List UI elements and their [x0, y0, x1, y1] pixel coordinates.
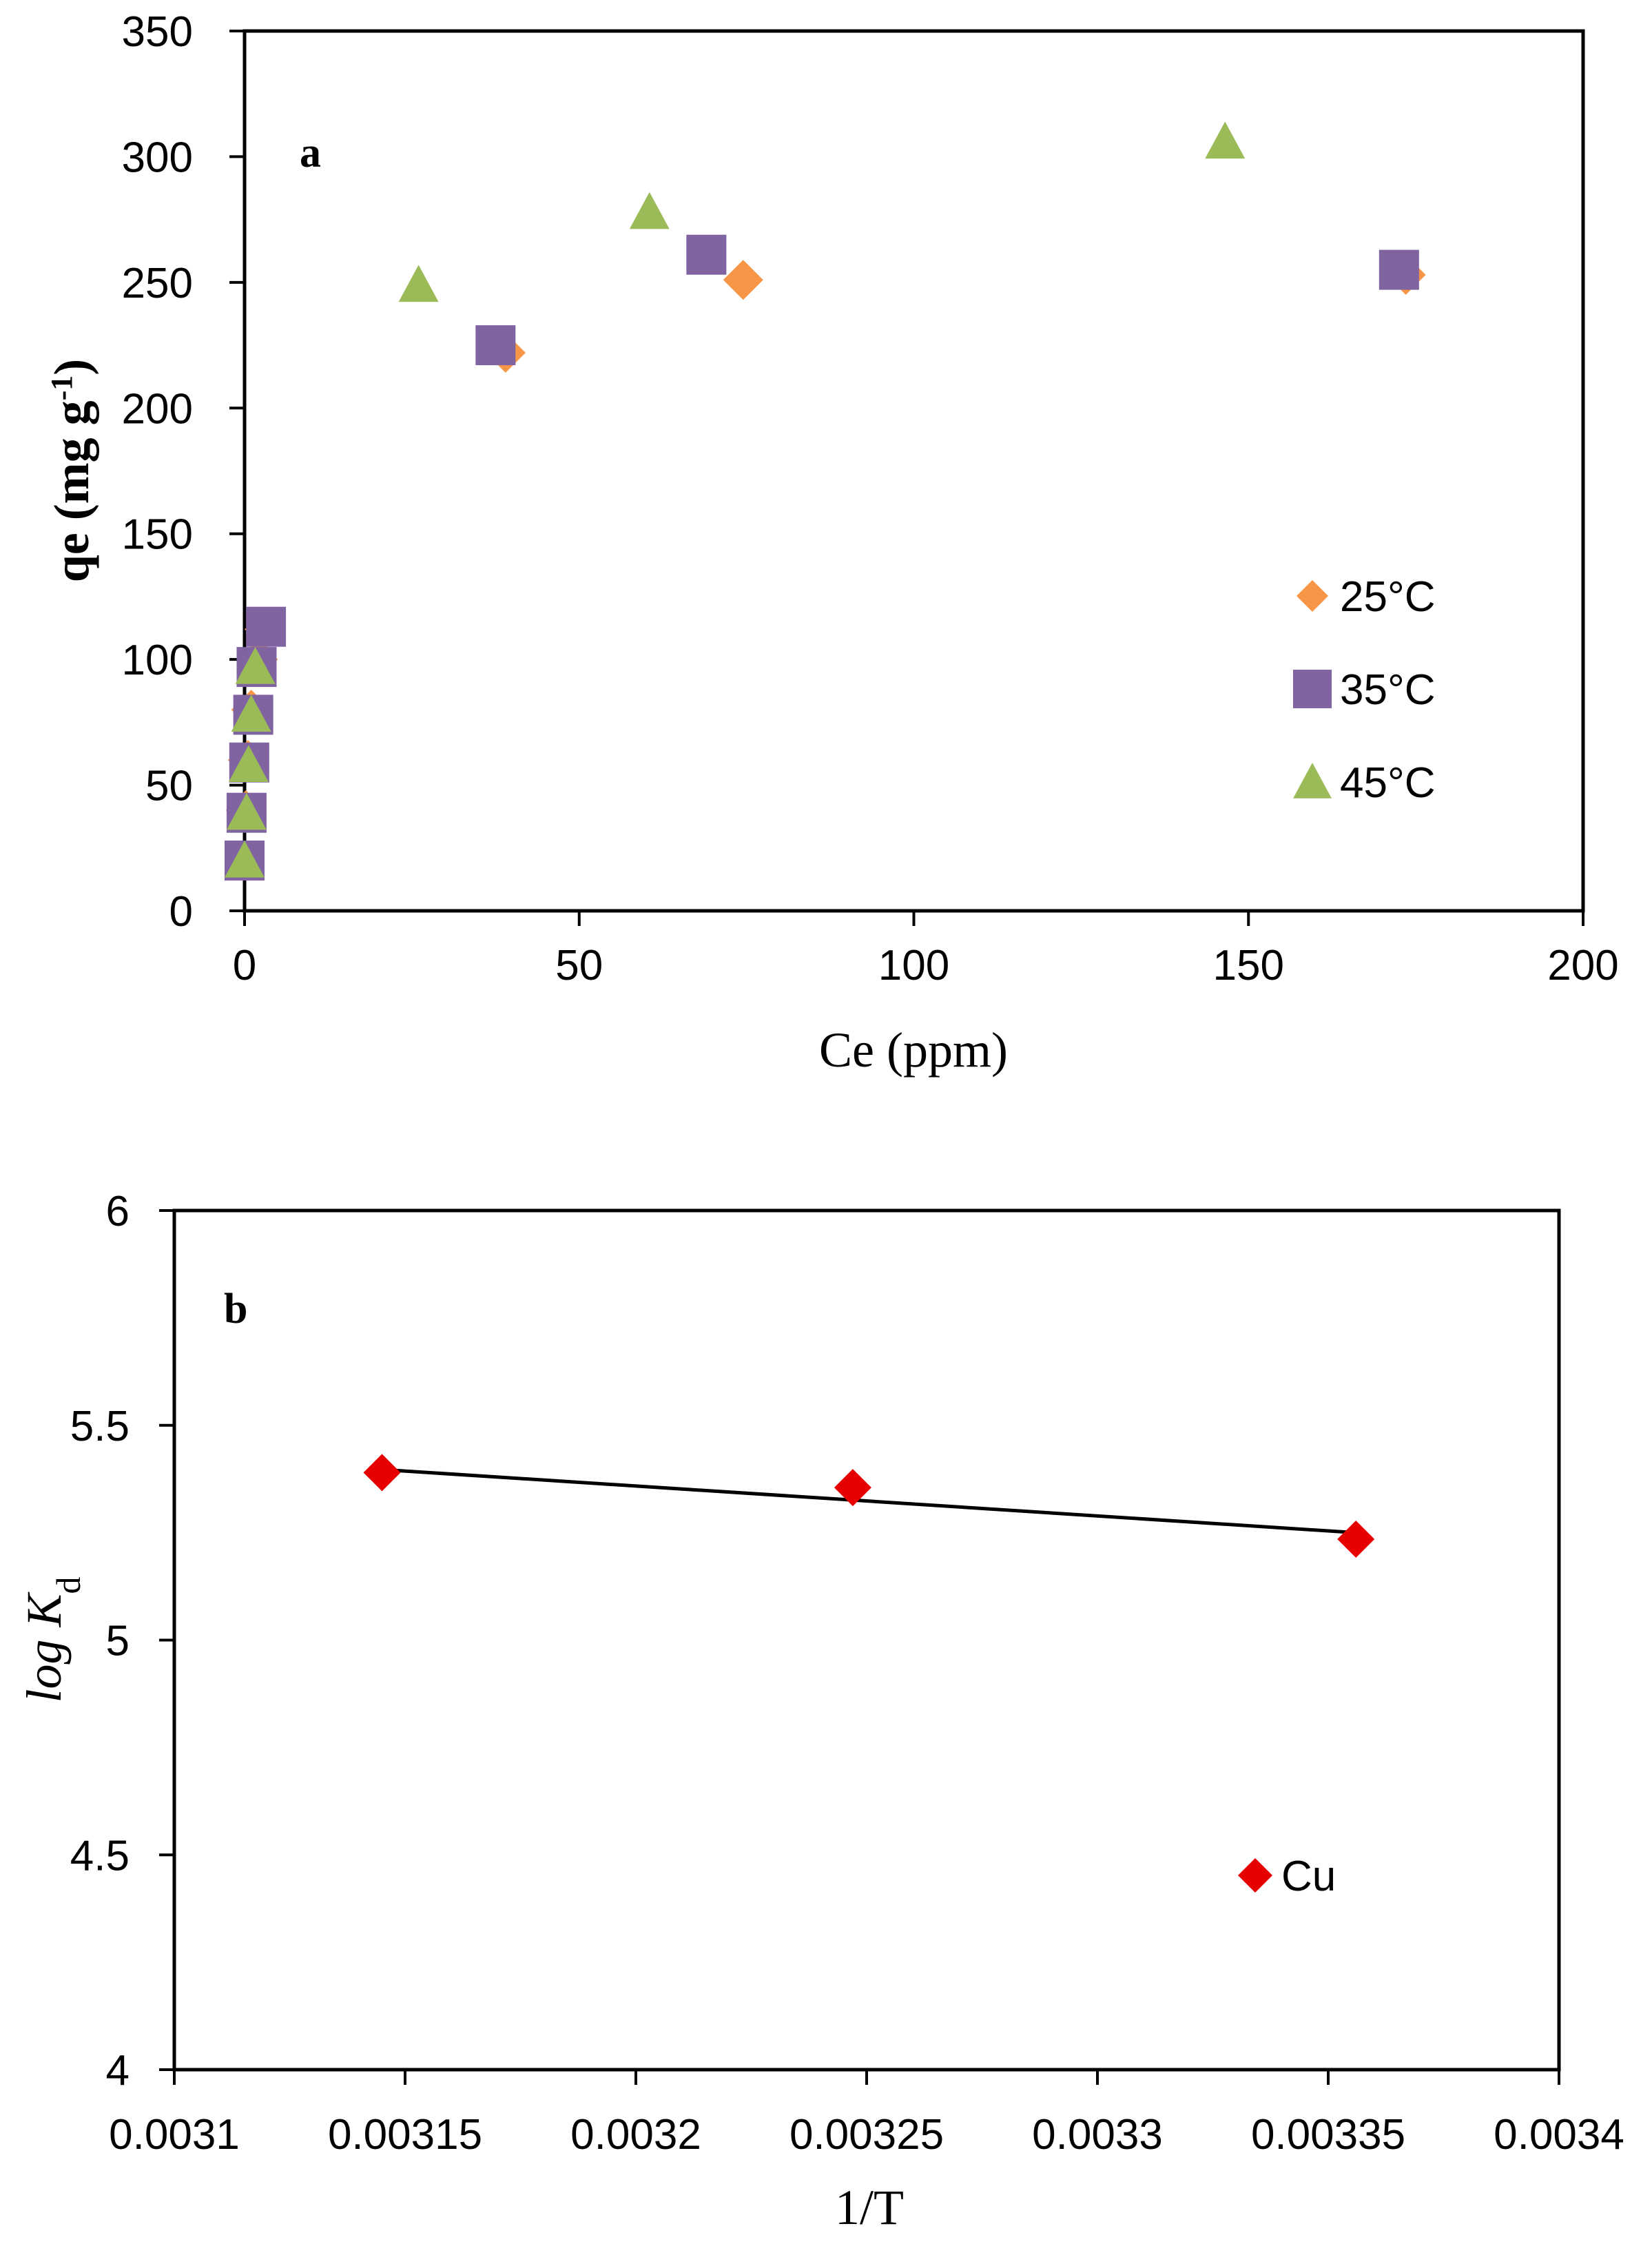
x-axis-title-b: 1/T	[835, 2180, 904, 2235]
y-tick-label: 4.5	[70, 1832, 130, 1880]
data-point	[398, 265, 439, 302]
data-points-a	[225, 121, 1426, 881]
data-point	[1379, 249, 1419, 290]
legend-label: 45°C	[1340, 759, 1436, 807]
data-point	[363, 1454, 401, 1492]
x-tick-label: 0.0031	[109, 2111, 240, 2159]
legend-item: 25°C	[1297, 573, 1436, 621]
data-point	[225, 841, 265, 878]
data-point	[475, 325, 516, 366]
x-tick-label: 0	[233, 942, 256, 989]
data-point	[686, 234, 727, 275]
panel-letter-b: b	[224, 1286, 247, 1332]
x-tick-label: 200	[1547, 942, 1618, 989]
y-axis-ticks-b: 4 4.5 5 5.5 6	[70, 1188, 174, 2094]
legend-b: Cu	[1238, 1853, 1336, 1900]
y-axis-title-b-sub: d	[49, 1576, 87, 1594]
y-tick-label: 5	[106, 1618, 130, 1665]
x-axis-title-a: Ce (ppm)	[819, 1022, 1008, 1078]
chart-panel-b: 0.0031 0.00315 0.0032 0.00325 0.0033 0.00335 0…	[17, 1188, 1624, 2235]
data-point	[834, 1469, 871, 1507]
data-point	[231, 694, 271, 732]
x-tick-label: 0.00325	[789, 2111, 944, 2159]
data-point	[629, 192, 670, 229]
y-axis-title-a-close: )	[44, 359, 99, 375]
data-point	[723, 260, 763, 300]
legend-label: Cu	[1281, 1853, 1336, 1900]
y-axis-title-a-sup: -1	[45, 375, 79, 401]
x-tick-label: 0.0032	[570, 2111, 701, 2159]
legend-item: 35°C	[1293, 666, 1436, 714]
legend-label: 35°C	[1340, 666, 1436, 714]
legend-label: 25°C	[1340, 573, 1436, 621]
panel-letter-a: a	[300, 130, 321, 176]
legend-a: 25°C 35°C 45°C	[1293, 573, 1436, 807]
data-points-b	[363, 1454, 1375, 1558]
y-tick-label: 350	[122, 8, 193, 56]
data-point	[235, 647, 276, 684]
y-tick-label: 100	[122, 637, 193, 684]
legend-swatch	[1238, 1858, 1272, 1893]
y-axis-title-b-main: log K	[17, 1592, 72, 1703]
legend-swatch	[1293, 670, 1332, 708]
legend-swatch	[1293, 763, 1332, 799]
legend-swatch	[1297, 580, 1328, 612]
legend-item: Cu	[1238, 1853, 1336, 1900]
x-tick-label: 0.00315	[328, 2111, 482, 2159]
y-tick-label: 200	[122, 385, 193, 433]
x-tick-label: 0.0033	[1032, 2111, 1163, 2159]
data-point	[1337, 1520, 1375, 1558]
series-3	[225, 121, 1246, 878]
y-axis-title-a-main: qe (mg g	[44, 400, 99, 582]
y-tick-label: 6	[106, 1188, 130, 1235]
y-axis-title-a: qe (mg g-1)	[44, 359, 99, 583]
x-tick-label: 150	[1213, 942, 1284, 989]
chart-panel-a: 0 50 100 150 200 0 50 100 150 200 250 300 350 a Ce …	[44, 8, 1619, 1078]
series-1	[363, 1454, 1375, 1558]
y-tick-label: 5.5	[70, 1403, 130, 1450]
x-tick-label: 0.00335	[1251, 2111, 1405, 2159]
x-axis-ticks-a: 0 50 100 150 200	[233, 911, 1619, 989]
y-axis-ticks-a: 0 50 100 150 200 250 300 350	[122, 8, 245, 936]
data-point	[1205, 121, 1246, 159]
y-tick-label: 150	[122, 511, 193, 559]
data-point	[246, 606, 287, 647]
y-tick-label: 50	[145, 763, 193, 810]
data-point	[226, 792, 267, 830]
y-tick-label: 250	[122, 260, 193, 307]
trendline-b	[382, 1468, 1356, 1535]
y-tick-label: 4	[106, 2047, 130, 2094]
plot-area-b	[172, 1208, 1561, 2072]
data-point	[228, 745, 269, 783]
trendline	[382, 1468, 1356, 1535]
x-tick-label: 0.0034	[1494, 2111, 1624, 2159]
legend-item: 45°C	[1293, 759, 1436, 807]
x-axis-ticks-b: 0.0031 0.00315 0.0032 0.00325 0.0033 0.00335 0…	[109, 2070, 1624, 2159]
x-tick-label: 50	[555, 942, 603, 989]
series-2	[225, 234, 1419, 881]
y-tick-label: 300	[122, 134, 193, 181]
series-1	[225, 254, 1426, 881]
x-tick-label: 100	[878, 942, 949, 989]
y-tick-label: 0	[169, 888, 193, 936]
y-axis-title-b: log Kd	[17, 1576, 87, 1702]
